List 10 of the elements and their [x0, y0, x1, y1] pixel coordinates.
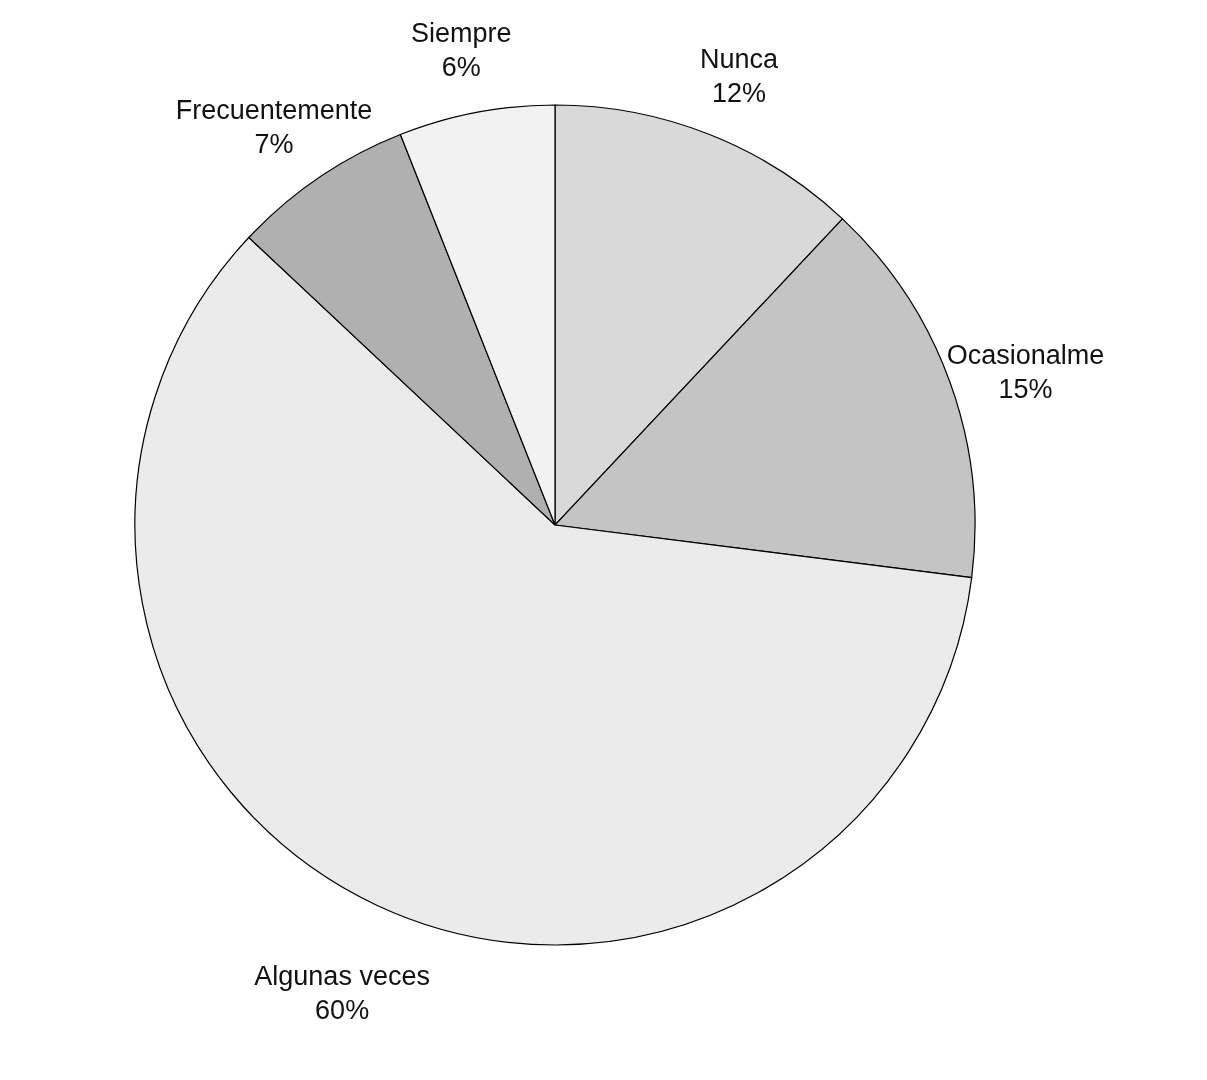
slice-label: Nunca: [700, 44, 780, 75]
slice-label: Frecuentemente: [175, 95, 373, 126]
slice-label: Ocasionalme: [946, 339, 1105, 370]
data-label: 60%: [315, 995, 370, 1026]
slice-label: Siempre: [411, 17, 512, 48]
slice-label: Algunas veces: [254, 961, 430, 992]
data-label: 7%: [254, 129, 294, 160]
data-label: 6%: [441, 51, 481, 82]
data-label: 12%: [712, 78, 767, 109]
data-label: 15%: [998, 373, 1053, 404]
